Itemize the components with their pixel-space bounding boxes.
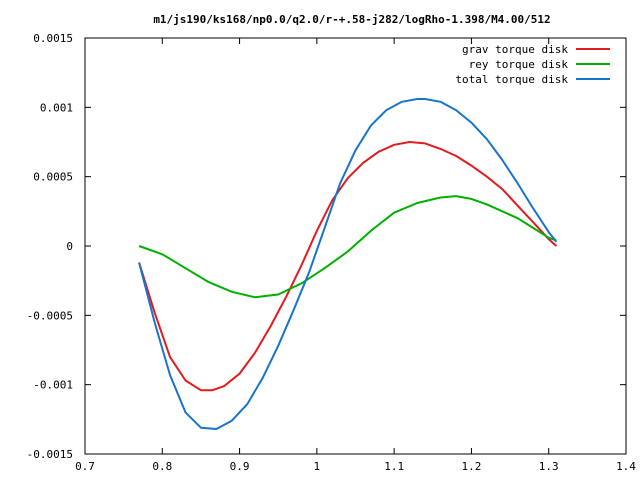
legend-label: rey torque disk bbox=[469, 58, 569, 71]
x-tick-label: 1 bbox=[314, 460, 321, 473]
series-line-0 bbox=[138, 141, 558, 392]
legend: grav torque disk rey torque disk total tor… bbox=[455, 43, 610, 86]
x-tick-label: 1.1 bbox=[384, 460, 404, 473]
y-tick-label: 0 bbox=[66, 240, 73, 253]
plot-frame bbox=[84, 37, 627, 455]
x-tick-label: 1.2 bbox=[461, 460, 481, 473]
legend-label: grav torque disk bbox=[462, 43, 568, 56]
x-tick-label: 1.3 bbox=[539, 460, 559, 473]
x-axis: 0.7 0.8 0.9 1 1.1 1.2 1.3 1.4 bbox=[75, 38, 636, 473]
y-tick-label: 0.0005 bbox=[33, 171, 73, 184]
x-tick-label: 1.4 bbox=[616, 460, 636, 473]
y-tick-label: 0.001 bbox=[40, 101, 73, 114]
chart-title: m1/js190/ks168/np0.0/q2.0/r-+.58-j282/lo… bbox=[153, 13, 550, 26]
y-tick-label: 0.0015 bbox=[33, 32, 73, 45]
y-tick-label: -0.0015 bbox=[27, 448, 73, 461]
series-line-2 bbox=[138, 98, 558, 430]
series-line-1 bbox=[138, 195, 557, 299]
x-tick-label: 0.9 bbox=[230, 460, 250, 473]
y-tick-label: -0.001 bbox=[33, 379, 73, 392]
series-layer bbox=[138, 98, 558, 430]
x-tick-label: 0.8 bbox=[152, 460, 172, 473]
y-tick-label: -0.0005 bbox=[27, 309, 73, 322]
plot-area bbox=[84, 37, 627, 455]
y-axis: -0.0015 -0.001 -0.0005 0 0.0005 0.001 0.0015 bbox=[27, 32, 626, 461]
x-tick-label: 0.7 bbox=[75, 460, 95, 473]
legend-label: total torque disk bbox=[455, 73, 568, 86]
